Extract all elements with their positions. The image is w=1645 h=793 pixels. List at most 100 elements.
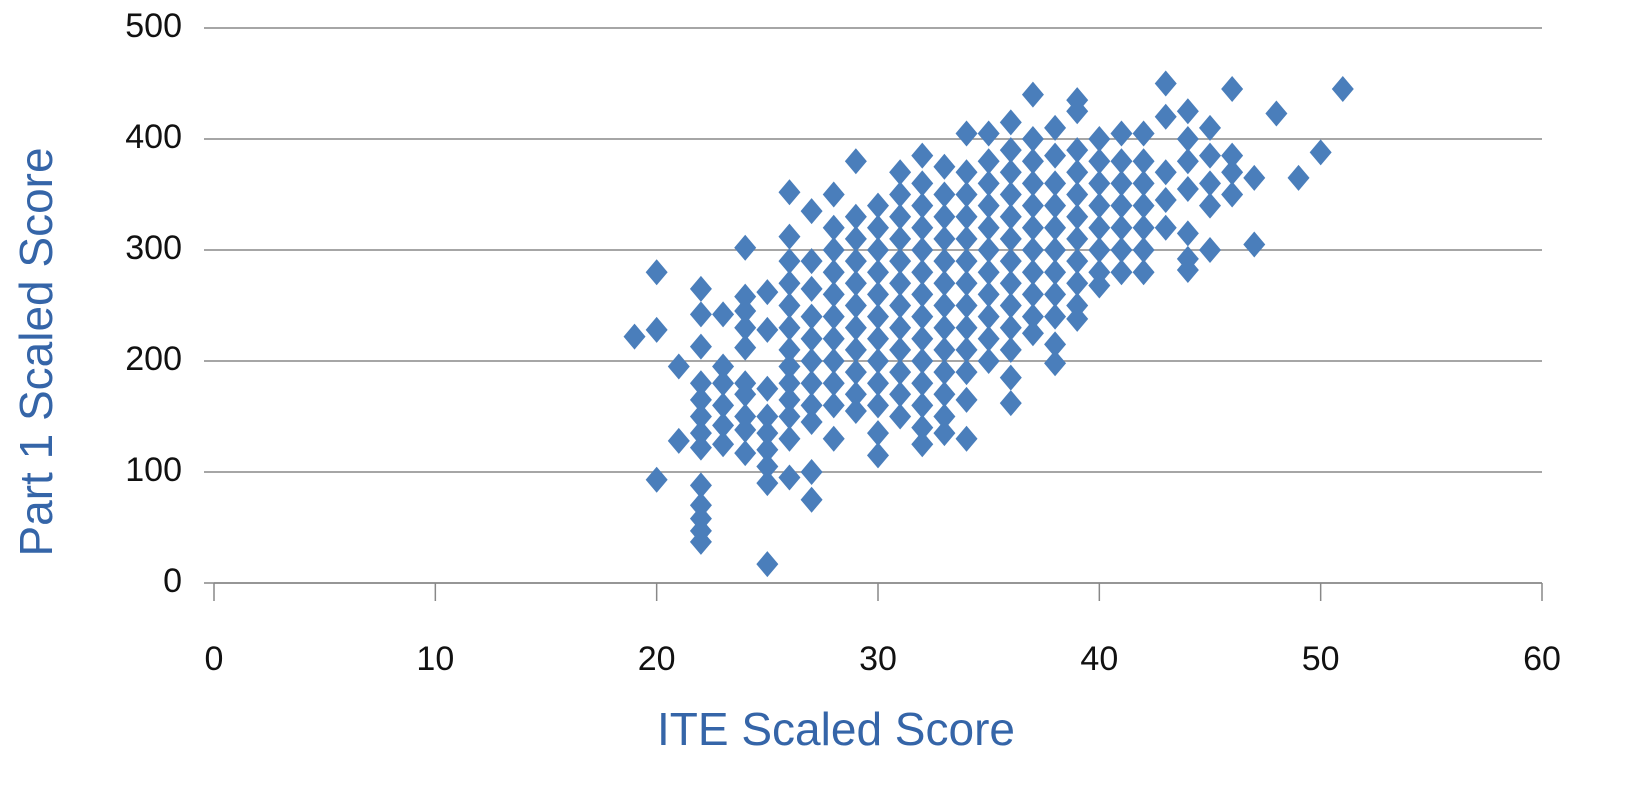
point: [1044, 259, 1067, 286]
point: [1110, 237, 1133, 263]
point: [1021, 126, 1044, 152]
point: [1154, 187, 1177, 214]
x-tick-label: 50: [1302, 640, 1340, 678]
point: [1243, 231, 1266, 258]
point: [822, 425, 845, 452]
point: [1044, 331, 1067, 358]
point: [867, 214, 889, 241]
point: [999, 336, 1022, 363]
point: [911, 214, 934, 241]
point: [822, 237, 845, 263]
x-axis-title: ITE Scaled Score: [657, 703, 1015, 755]
y-tick-label: 0: [163, 562, 182, 600]
point: [800, 459, 823, 485]
point: [867, 370, 889, 397]
point: [1221, 159, 1244, 186]
point: [800, 348, 823, 374]
point: [911, 237, 934, 263]
point: [1199, 170, 1221, 197]
point: [1021, 170, 1044, 197]
point: [1021, 303, 1044, 330]
point: [1154, 103, 1177, 130]
point: [955, 336, 978, 363]
point: [955, 248, 978, 275]
point: [1066, 98, 1089, 125]
point: [689, 301, 712, 328]
y-tick-label: 500: [125, 7, 182, 45]
point: [756, 453, 779, 480]
point: [756, 551, 779, 578]
point: [955, 225, 978, 252]
point: [1088, 126, 1111, 152]
point: [1154, 70, 1177, 97]
point: [1110, 170, 1133, 197]
point: [800, 392, 823, 419]
point: [1088, 237, 1111, 263]
point: [933, 203, 956, 230]
point: [734, 283, 757, 310]
point: [800, 303, 823, 330]
point: [955, 359, 978, 386]
point: [911, 281, 934, 308]
point: [667, 427, 690, 454]
point: [734, 440, 757, 467]
point: [712, 301, 735, 328]
point: [689, 492, 712, 519]
point: [800, 275, 823, 302]
point: [1066, 248, 1089, 275]
point: [1044, 214, 1067, 241]
point: [844, 248, 867, 275]
point: [867, 259, 889, 286]
point: [1044, 237, 1067, 263]
point: [844, 292, 867, 319]
point: [822, 281, 845, 308]
point: [1066, 137, 1089, 164]
point: [778, 386, 801, 413]
point: [778, 292, 801, 319]
point: [689, 403, 712, 430]
point: [999, 292, 1022, 319]
point: [689, 386, 712, 413]
y-tick-label: 200: [125, 340, 182, 378]
point: [1176, 220, 1199, 247]
point: [999, 203, 1022, 230]
point: [911, 170, 934, 197]
point: [1265, 100, 1288, 127]
point: [822, 392, 845, 419]
point: [1176, 175, 1199, 202]
y-tick-label: 400: [125, 118, 182, 156]
point: [1044, 170, 1067, 197]
point: [867, 392, 889, 419]
point: [911, 142, 934, 169]
point: [889, 314, 912, 341]
point: [734, 416, 757, 443]
point: [712, 412, 735, 439]
point: [999, 314, 1022, 341]
point: [844, 359, 867, 386]
point: [689, 420, 712, 447]
point: [734, 298, 757, 325]
point: [933, 292, 956, 319]
point: [1132, 170, 1155, 197]
point: [778, 270, 801, 297]
point: [1110, 259, 1133, 286]
point: [822, 348, 845, 374]
point: [1154, 159, 1177, 186]
point: [977, 348, 1000, 374]
point: [1309, 139, 1332, 166]
point: [1199, 114, 1221, 141]
point: [999, 109, 1022, 136]
point: [1088, 192, 1111, 219]
point: [844, 381, 867, 408]
point: [689, 370, 712, 397]
point: [977, 148, 1000, 175]
point: [1132, 120, 1155, 147]
point: [955, 203, 978, 230]
point: [977, 237, 1000, 263]
x-tick-label: 40: [1080, 640, 1118, 678]
point: [867, 420, 889, 447]
point: [734, 403, 757, 430]
point: [977, 281, 1000, 308]
point: [933, 248, 956, 275]
